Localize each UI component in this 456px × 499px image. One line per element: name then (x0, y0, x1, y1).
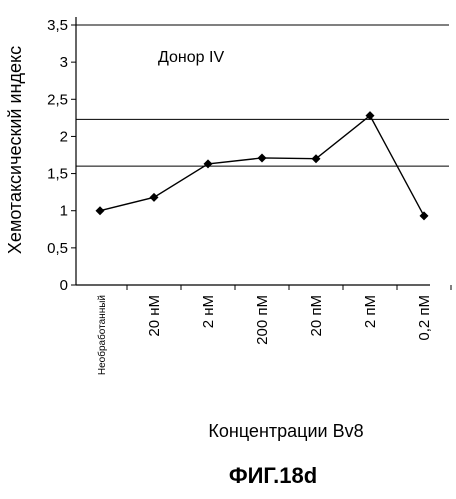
y-tick-label: 2 (60, 128, 68, 145)
figure-caption: ФИГ.18d (229, 463, 317, 488)
x-tick-label: 20 пМ (308, 295, 325, 336)
x-axis-label: Концентрации Bv8 (208, 421, 363, 441)
data-point (257, 153, 267, 163)
x-ticks: Необработанный 20 нМ 2 нМ 200 пМ 20 пМ 2 пМ 0,… (96, 285, 452, 375)
series (95, 111, 429, 221)
y-tick-label: 0 (60, 277, 68, 294)
reference-lines (76, 24, 449, 167)
data-point (419, 211, 429, 221)
y-ticks: 0 0,5 1 1,5 2 2,5 3 3,5 (47, 17, 76, 294)
y-tick-label: 1 (60, 203, 68, 220)
y-tick-label: 0,5 (47, 240, 68, 257)
x-tick-label: 2 нМ (200, 295, 217, 328)
data-point (311, 154, 321, 164)
y-axis-label: Хемотаксический индекс (5, 46, 25, 254)
y-tick-label: 2,5 (47, 91, 68, 108)
y-tick-label: 3,5 (47, 17, 68, 34)
annotation-label: Донор IV (158, 49, 224, 66)
x-tick-label: Необработанный (96, 295, 108, 375)
y-tick-label: 1,5 (47, 166, 68, 183)
x-tick-label: 200 пМ (254, 295, 271, 345)
x-tick-label: 0,2 пМ (416, 295, 433, 341)
x-tick-label: 20 нМ (146, 295, 163, 337)
axes (75, 17, 430, 286)
data-point (95, 206, 105, 216)
x-tick-label: 2 пМ (362, 295, 379, 328)
data-point (203, 159, 213, 169)
y-tick-label: 3 (60, 54, 68, 71)
data-point (149, 192, 159, 202)
data-point (365, 111, 375, 121)
